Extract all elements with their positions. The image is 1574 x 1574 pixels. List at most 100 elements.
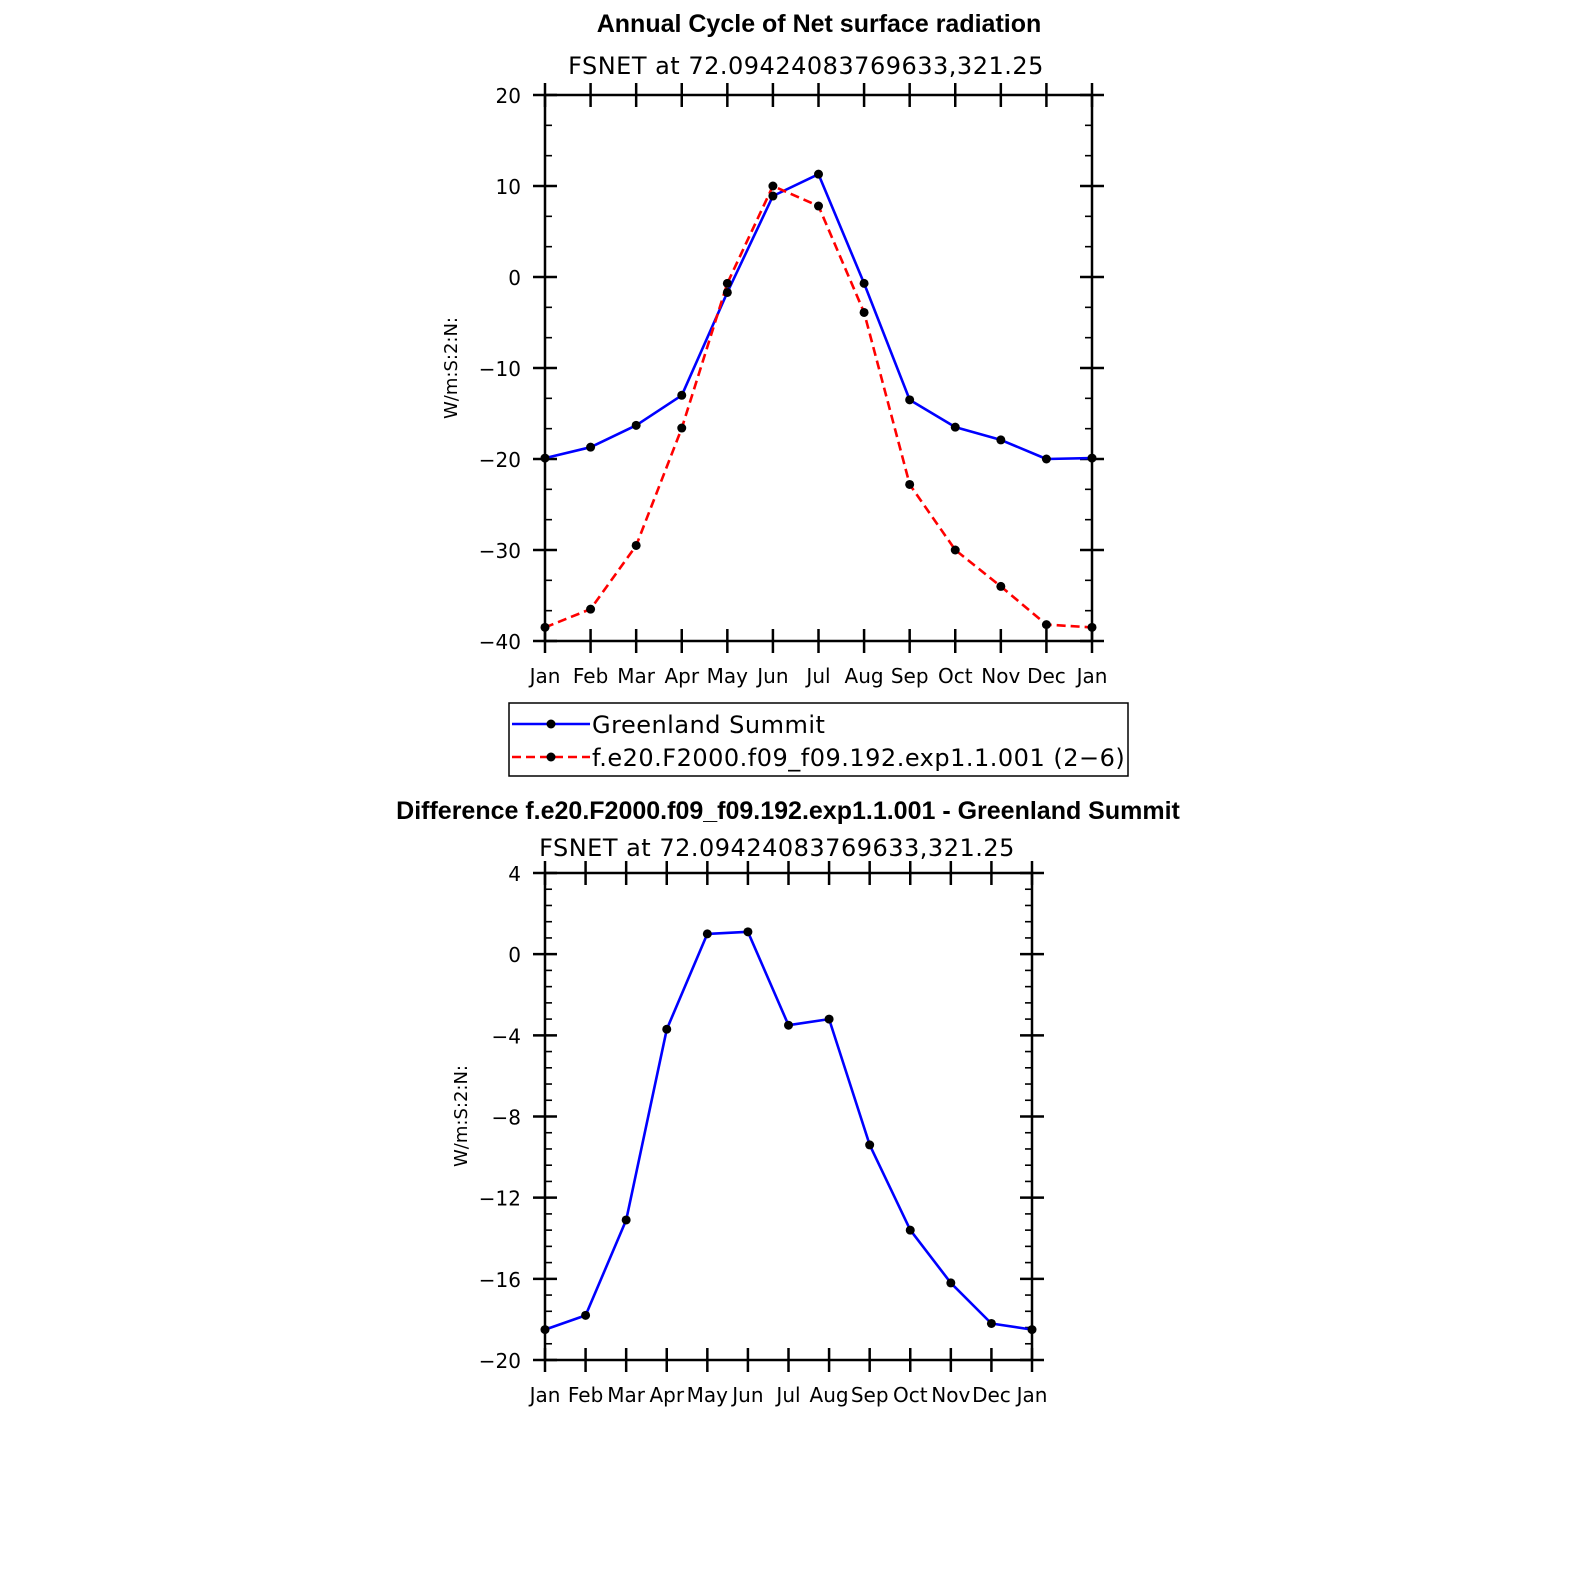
data-point: [905, 395, 915, 405]
x-tick-label: Mar: [607, 1383, 646, 1407]
tick-labels: Jan Feb Mar Apr May Jun Jul Aug Sep Oct Nov Dec Jan 2…: [479, 84, 1108, 688]
x-tick-label: Aug: [845, 664, 884, 688]
data-point: [677, 390, 687, 400]
y-tick-label: −10: [479, 357, 521, 381]
data-point: [586, 604, 596, 614]
x-tick-label: Feb: [568, 1383, 603, 1407]
data-point: [702, 929, 712, 939]
x-tick-label: Sep: [851, 1383, 889, 1407]
data-point: [859, 307, 869, 317]
series-points: [540, 169, 1097, 632]
tick-labels: Jan Feb Mar Apr May Jun Jul Aug Sep Oct Nov Dec Jan4…: [479, 862, 1048, 1407]
series-points: [540, 927, 1037, 1335]
x-tick-label: Jun: [755, 664, 788, 688]
x-tick-label: Jun: [730, 1383, 763, 1407]
y-tick-label: −8: [492, 1106, 521, 1130]
data-point: [677, 423, 687, 433]
chart-subtitle: FSNET at 72.09424083769633,321.25: [568, 52, 1044, 80]
data-point: [814, 169, 823, 179]
chart-title: Annual Cycle of Net surface radiation: [597, 10, 1042, 38]
y-tick-label: 20: [496, 84, 521, 108]
data-point: [631, 420, 641, 430]
data-point: [996, 581, 1006, 591]
y-tick-label: −12: [479, 1187, 521, 1211]
plot-frame: [543, 871, 1034, 1362]
y-tick-label: 4: [508, 862, 521, 886]
data-point: [986, 1318, 996, 1328]
y-tick-label: −20: [479, 448, 521, 472]
x-tick-label: Oct: [893, 1383, 928, 1407]
y-tick-label: −16: [479, 1268, 521, 1292]
data-point: [950, 422, 960, 432]
data-point: [743, 927, 753, 937]
data-point: [631, 540, 641, 550]
data-point: [722, 278, 732, 288]
data-point: [859, 278, 869, 288]
data-point: [1041, 454, 1051, 464]
data-point: [784, 1020, 793, 1030]
chart-title: Difference f.e20.F2000.f09_f09.192.exp1.…: [396, 797, 1180, 825]
data-point: [722, 287, 732, 297]
annual-cycle-panel: Annual Cycle of Net surface radiation FS…: [441, 10, 1107, 688]
x-tick-label: Dec: [972, 1383, 1011, 1407]
data-point: [824, 1014, 834, 1024]
series-lines: [544, 172, 1093, 629]
data-point: [996, 435, 1006, 445]
legend-label-greenland-summit: Greenland Summit: [592, 711, 825, 739]
series-lines: [544, 930, 1033, 1331]
y-tick-label: 0: [508, 943, 521, 967]
y-tick-label: 0: [508, 266, 521, 290]
legend-marker-model: [546, 752, 556, 762]
y-tick-label: 10: [496, 175, 521, 199]
x-tick-label: Sep: [891, 664, 929, 688]
y-tick-label: −40: [479, 630, 521, 654]
data-point: [946, 1278, 956, 1288]
x-tick-label: Oct: [938, 664, 973, 688]
x-tick-label: Mar: [617, 664, 656, 688]
difference-panel: Difference f.e20.F2000.f09_f09.192.exp1.…: [396, 797, 1180, 1407]
data-point: [865, 1140, 875, 1150]
x-tick-label: Jan: [1015, 1383, 1048, 1407]
x-tick-label: Apr: [664, 664, 699, 688]
x-tick-label: Nov: [981, 664, 1020, 688]
data-point: [586, 442, 596, 452]
x-tick-label: Dec: [1027, 664, 1066, 688]
x-tick-label: Jan: [528, 1383, 561, 1407]
data-point: [814, 201, 823, 211]
y-tick-label: −30: [479, 539, 521, 563]
y-tick-label: −20: [479, 1349, 521, 1373]
y-tick-label: −4: [492, 1024, 521, 1048]
data-point: [905, 479, 915, 489]
series-line-0: [544, 930, 1033, 1331]
x-tick-label: Apr: [649, 1383, 684, 1407]
y-axis-label: W/m:S:2:N:: [451, 1065, 472, 1167]
y-axis-label: W/m:S:2:N:: [441, 317, 462, 419]
x-tick-label: Jul: [804, 664, 830, 688]
series-line-0: [544, 172, 1093, 461]
series-line-1: [544, 184, 1093, 629]
data-point: [905, 1225, 915, 1235]
legend: Greenland Summit f.e20.F2000.f09_f09.192…: [508, 702, 1129, 777]
data-point: [950, 545, 960, 555]
chart-subtitle: FSNET at 72.09424083769633,321.25: [539, 834, 1015, 862]
x-tick-label: Jan: [1075, 664, 1108, 688]
x-tick-label: Jul: [774, 1383, 800, 1407]
data-point: [662, 1024, 672, 1034]
data-point: [581, 1310, 591, 1320]
data-point: [768, 181, 778, 191]
x-tick-label: Feb: [573, 664, 608, 688]
plot-frame: [543, 93, 1094, 643]
data-point: [1041, 620, 1051, 630]
data-point: [621, 1215, 631, 1225]
x-tick-label: Jan: [528, 664, 561, 688]
x-tick-label: May: [687, 1383, 729, 1407]
axis-ticks: [533, 861, 1044, 1372]
legend-box: [508, 702, 1129, 777]
x-tick-label: May: [707, 664, 749, 688]
x-tick-label: Nov: [931, 1383, 970, 1407]
data-point: [768, 191, 778, 201]
x-tick-label: Aug: [810, 1383, 849, 1407]
legend-marker-greenland-summit: [546, 719, 556, 729]
axis-ticks: [533, 83, 1104, 653]
